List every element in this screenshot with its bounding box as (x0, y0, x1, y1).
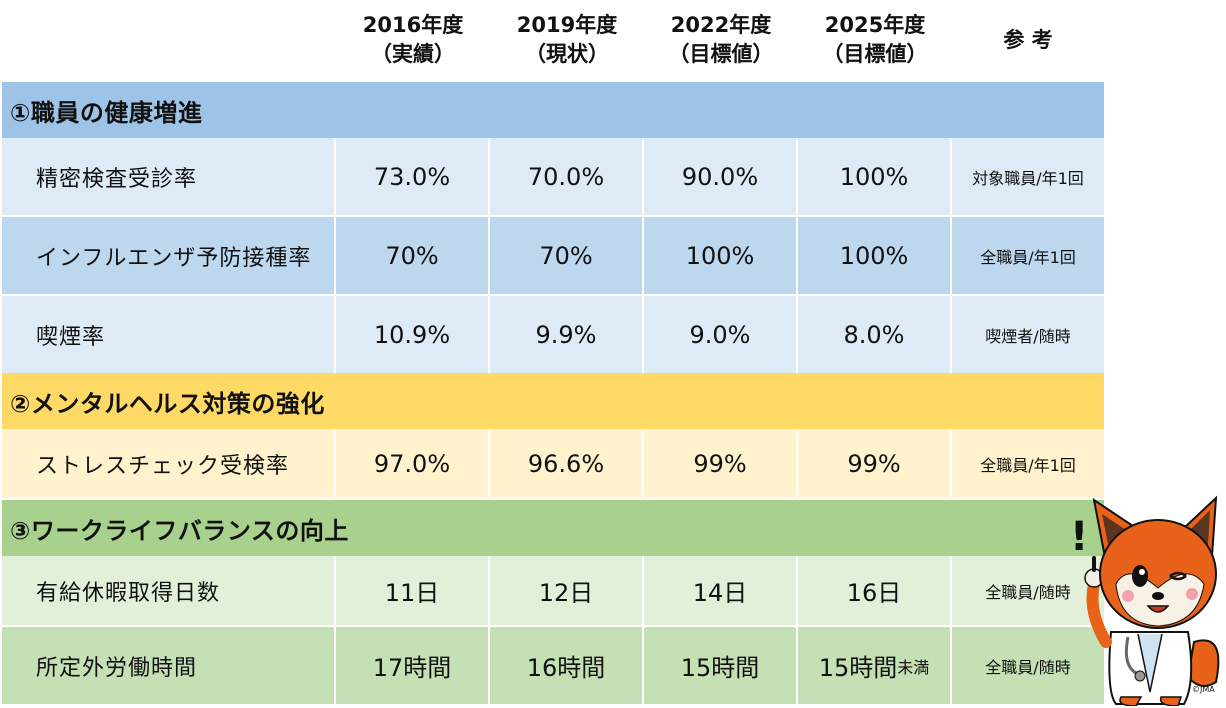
table-row: ストレスチェック受検率 97.0% 96.6% 99% 99% 全職員/年1回 (2, 429, 1104, 498)
row-label: 喫煙率 (2, 296, 336, 373)
header-2022: 2022年度 （目標値） (644, 8, 798, 72)
header-2025-year: 2025年度 (824, 13, 926, 37)
value-2016: 17時間 (336, 627, 490, 704)
value-2016: 11日 (336, 556, 490, 625)
value-2022: 9.0% (644, 296, 798, 373)
section-title: ②メンタルヘルス対策の強化 (10, 389, 325, 418)
header-2025-note: （目標値） (822, 42, 928, 66)
table-row: 精密検査受診率 73.0% 70.0% 90.0% 100% 対象職員/年1回 (2, 138, 1104, 217)
value-2019: 70% (490, 217, 644, 294)
header-2022-year: 2022年度 (670, 13, 772, 37)
reference-note: 喫煙者/随時 (985, 326, 1071, 346)
table-row: 有給休暇取得日数 11日 12日 14日 16日 全職員/随時 (2, 556, 1104, 627)
value-2019: 96.6% (490, 429, 644, 498)
header-2019: 2019年度 （現状） (490, 8, 644, 72)
exclamation-mark: ! (1070, 514, 1088, 560)
fox-doctor-mascot-icon: ! ©JMA (1070, 495, 1220, 706)
value-2025: 16日 (798, 556, 952, 625)
value-2016: 73.0% (336, 138, 490, 215)
value-2022: 14日 (644, 556, 798, 625)
value-2019: 16時間 (490, 627, 644, 704)
table-row: 喫煙率 10.9% 9.9% 9.0% 8.0% 喫煙者/随時 (2, 296, 1104, 373)
value-2016: 10.9% (336, 296, 490, 373)
reference-note: 全職員/随時 (985, 657, 1071, 677)
reference-note: 全職員/年1回 (980, 247, 1076, 267)
header-2016-year: 2016年度 (362, 13, 464, 37)
value-2025: 99% (798, 429, 952, 498)
section-title: ③ワークライフバランスの向上 (10, 516, 349, 545)
reference-note: 対象職員/年1回 (972, 168, 1084, 188)
table-row: 所定外労働時間 17時間 16時間 15時間 15時間 未満 全職員/随時 (2, 627, 1104, 704)
section-mental-health-header: ②メンタルヘルス対策の強化 (2, 373, 1104, 429)
section-work-life-header: ③ワークライフバランスの向上 (2, 500, 1104, 556)
table-row: インフルエンザ予防接種率 70% 70% 100% 100% 全職員/年1回 (2, 217, 1104, 296)
value-2019: 12日 (490, 556, 644, 625)
value-2022: 15時間 (644, 627, 798, 704)
copyright-credit: ©JMA (1192, 685, 1215, 694)
section-health-header: ①職員の健康増進 (2, 82, 1104, 138)
header-2016: 2016年度 （実績） (336, 8, 490, 72)
reference-note: 全職員/随時 (985, 582, 1071, 602)
value-2016: 70% (336, 217, 490, 294)
header-2022-note: （目標値） (668, 42, 774, 66)
row-label: 有給休暇取得日数 (2, 556, 336, 625)
value-2022: 99% (644, 429, 798, 498)
value-2025: 100% (798, 138, 952, 215)
row-label: インフルエンザ予防接種率 (2, 217, 336, 294)
value-2016: 97.0% (336, 429, 490, 498)
value-2019: 70.0% (490, 138, 644, 215)
header-reference-label: 参 考 (1003, 27, 1053, 52)
value-2025-suffix: 未満 (897, 657, 930, 677)
section-title: ①職員の健康増進 (10, 98, 203, 127)
value-2025-main: 15時間 (818, 654, 898, 682)
header-2019-year: 2019年度 (516, 13, 618, 37)
header-reference: 参 考 (952, 8, 1104, 72)
header-2016-note: （実績） (371, 42, 455, 66)
value-2025: 100% (798, 217, 952, 294)
row-label: ストレスチェック受検率 (2, 429, 336, 498)
value-2019: 9.9% (490, 296, 644, 373)
value-2022: 90.0% (644, 138, 798, 215)
value-2025: 8.0% (798, 296, 952, 373)
value-2022: 100% (644, 217, 798, 294)
value-2025: 15時間 未満 (798, 627, 952, 704)
reference-note: 全職員/年1回 (980, 455, 1076, 475)
row-label: 所定外労働時間 (2, 627, 336, 704)
header-2019-note: （現状） (525, 42, 609, 66)
header-2025: 2025年度 （目標値） (798, 8, 952, 72)
row-label: 精密検査受診率 (2, 138, 336, 215)
